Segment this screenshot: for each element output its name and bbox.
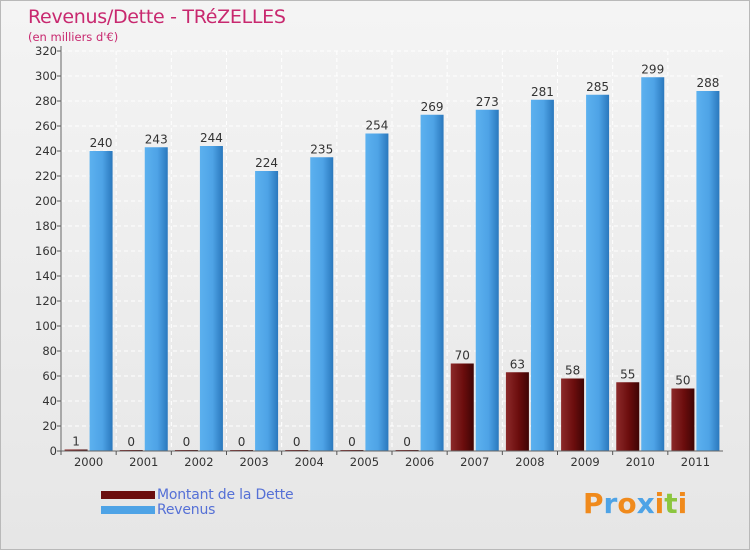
x-tick-label: 2001 (129, 455, 158, 469)
data-label-revenus: 288 (696, 76, 719, 90)
legend-swatch-revenus (101, 506, 155, 514)
y-tick-label: 280 (35, 94, 57, 108)
y-tick-label: 100 (35, 319, 57, 333)
data-label-debt: 0 (127, 435, 135, 449)
logo-letter: o (617, 487, 637, 520)
data-label-debt: 0 (348, 435, 356, 449)
logo-letter: P (583, 487, 604, 520)
bar-revenus (475, 109, 499, 451)
logo-letter: i (677, 487, 688, 520)
logo-letter: x (636, 487, 655, 520)
bar-debt (561, 378, 585, 451)
y-tick-label: 140 (35, 269, 57, 283)
grid-lines (61, 50, 723, 452)
x-tick-label: 2005 (350, 455, 379, 469)
bar-revenus (420, 114, 444, 451)
logo-letter: r (603, 487, 618, 520)
data-label-revenus: 243 (145, 132, 168, 146)
data-label-revenus: 240 (90, 136, 113, 150)
y-tick-label: 300 (35, 69, 57, 83)
bar-debt (505, 372, 529, 451)
data-label-revenus: 224 (255, 156, 278, 170)
bar-revenus (255, 171, 279, 451)
data-label-revenus: 244 (200, 131, 223, 145)
x-tick-label: 2003 (239, 455, 268, 469)
x-tick-label: 2004 (295, 455, 324, 469)
bar-revenus (530, 99, 554, 451)
y-tick-label: 320 (35, 44, 57, 58)
bar-revenus (365, 133, 389, 451)
bar-revenus (89, 151, 113, 451)
logo-letter: i (654, 487, 665, 520)
y-tick-label: 20 (42, 419, 57, 433)
chart-title: Revenus/Dette - TRéZELLES (28, 6, 286, 28)
bar-chart: 1 240 0 243 0 244 0 224 0 235 0 254 0 269 70 273 63 281 58… (35, 44, 723, 469)
legend-swatch-debt (101, 491, 155, 499)
data-label-debt: 0 (293, 435, 301, 449)
chart-subtitle: (en milliers d'€) (28, 30, 119, 44)
axes: 0204060801001201401601802002202402602803… (35, 44, 723, 469)
bar-revenus (310, 157, 334, 451)
data-label-debt: 0 (403, 435, 411, 449)
x-tick-label: 2011 (681, 455, 710, 469)
y-tick-label: 80 (42, 344, 57, 358)
legend-label-revenus: Revenus (157, 502, 216, 518)
data-label-revenus: 281 (531, 85, 554, 99)
logo-letter: t (664, 487, 678, 520)
bar-debt (64, 449, 88, 451)
x-tick-label: 2002 (184, 455, 213, 469)
legend-item-revenus: Revenus (101, 502, 215, 518)
y-tick-label: 240 (35, 144, 57, 158)
bar-debt (616, 382, 640, 451)
y-tick-label: 200 (35, 194, 57, 208)
bar-revenus (586, 94, 610, 451)
data-label-revenus: 235 (310, 142, 333, 156)
y-tick-label: 180 (35, 219, 57, 233)
bar-revenus (696, 91, 720, 451)
bars: 1 240 0 243 0 244 0 224 0 235 0 254 0 269 70 273 63 281 58… (64, 62, 720, 451)
y-tick-label: 0 (50, 444, 57, 458)
data-label-debt: 1 (72, 435, 80, 449)
bar-revenus (199, 146, 223, 451)
x-tick-label: 2009 (570, 455, 599, 469)
bar-revenus (641, 77, 665, 451)
proxiti-logo: Proxiti (583, 487, 687, 520)
x-tick-label: 2000 (74, 455, 103, 469)
bar-revenus (144, 147, 168, 451)
data-label-debt: 50 (675, 374, 690, 388)
data-label-debt: 63 (510, 357, 525, 371)
data-label-debt: 58 (565, 364, 580, 378)
x-tick-label: 2007 (460, 455, 489, 469)
legend-label-debt: Montant de la Dette (157, 487, 294, 503)
data-label-revenus: 273 (476, 95, 499, 109)
bar-debt (450, 363, 474, 451)
y-tick-label: 120 (35, 294, 57, 308)
data-label-revenus: 299 (641, 62, 664, 76)
data-label-debt: 70 (455, 349, 470, 363)
bar-debt (671, 388, 695, 451)
data-label-debt: 0 (238, 435, 246, 449)
legend-item-debt: Montant de la Dette (101, 487, 294, 503)
data-label-revenus: 285 (586, 80, 609, 94)
data-label-debt: 0 (183, 435, 191, 449)
data-label-debt: 55 (620, 367, 635, 381)
x-tick-label: 2006 (405, 455, 434, 469)
y-tick-label: 220 (35, 169, 57, 183)
y-tick-label: 60 (42, 369, 57, 383)
data-label-revenus: 269 (421, 100, 444, 114)
data-label-revenus: 254 (365, 119, 388, 133)
y-tick-label: 260 (35, 119, 57, 133)
x-tick-label: 2010 (626, 455, 655, 469)
x-tick-label: 2008 (515, 455, 544, 469)
y-tick-label: 160 (35, 244, 57, 258)
y-tick-label: 40 (42, 394, 57, 408)
